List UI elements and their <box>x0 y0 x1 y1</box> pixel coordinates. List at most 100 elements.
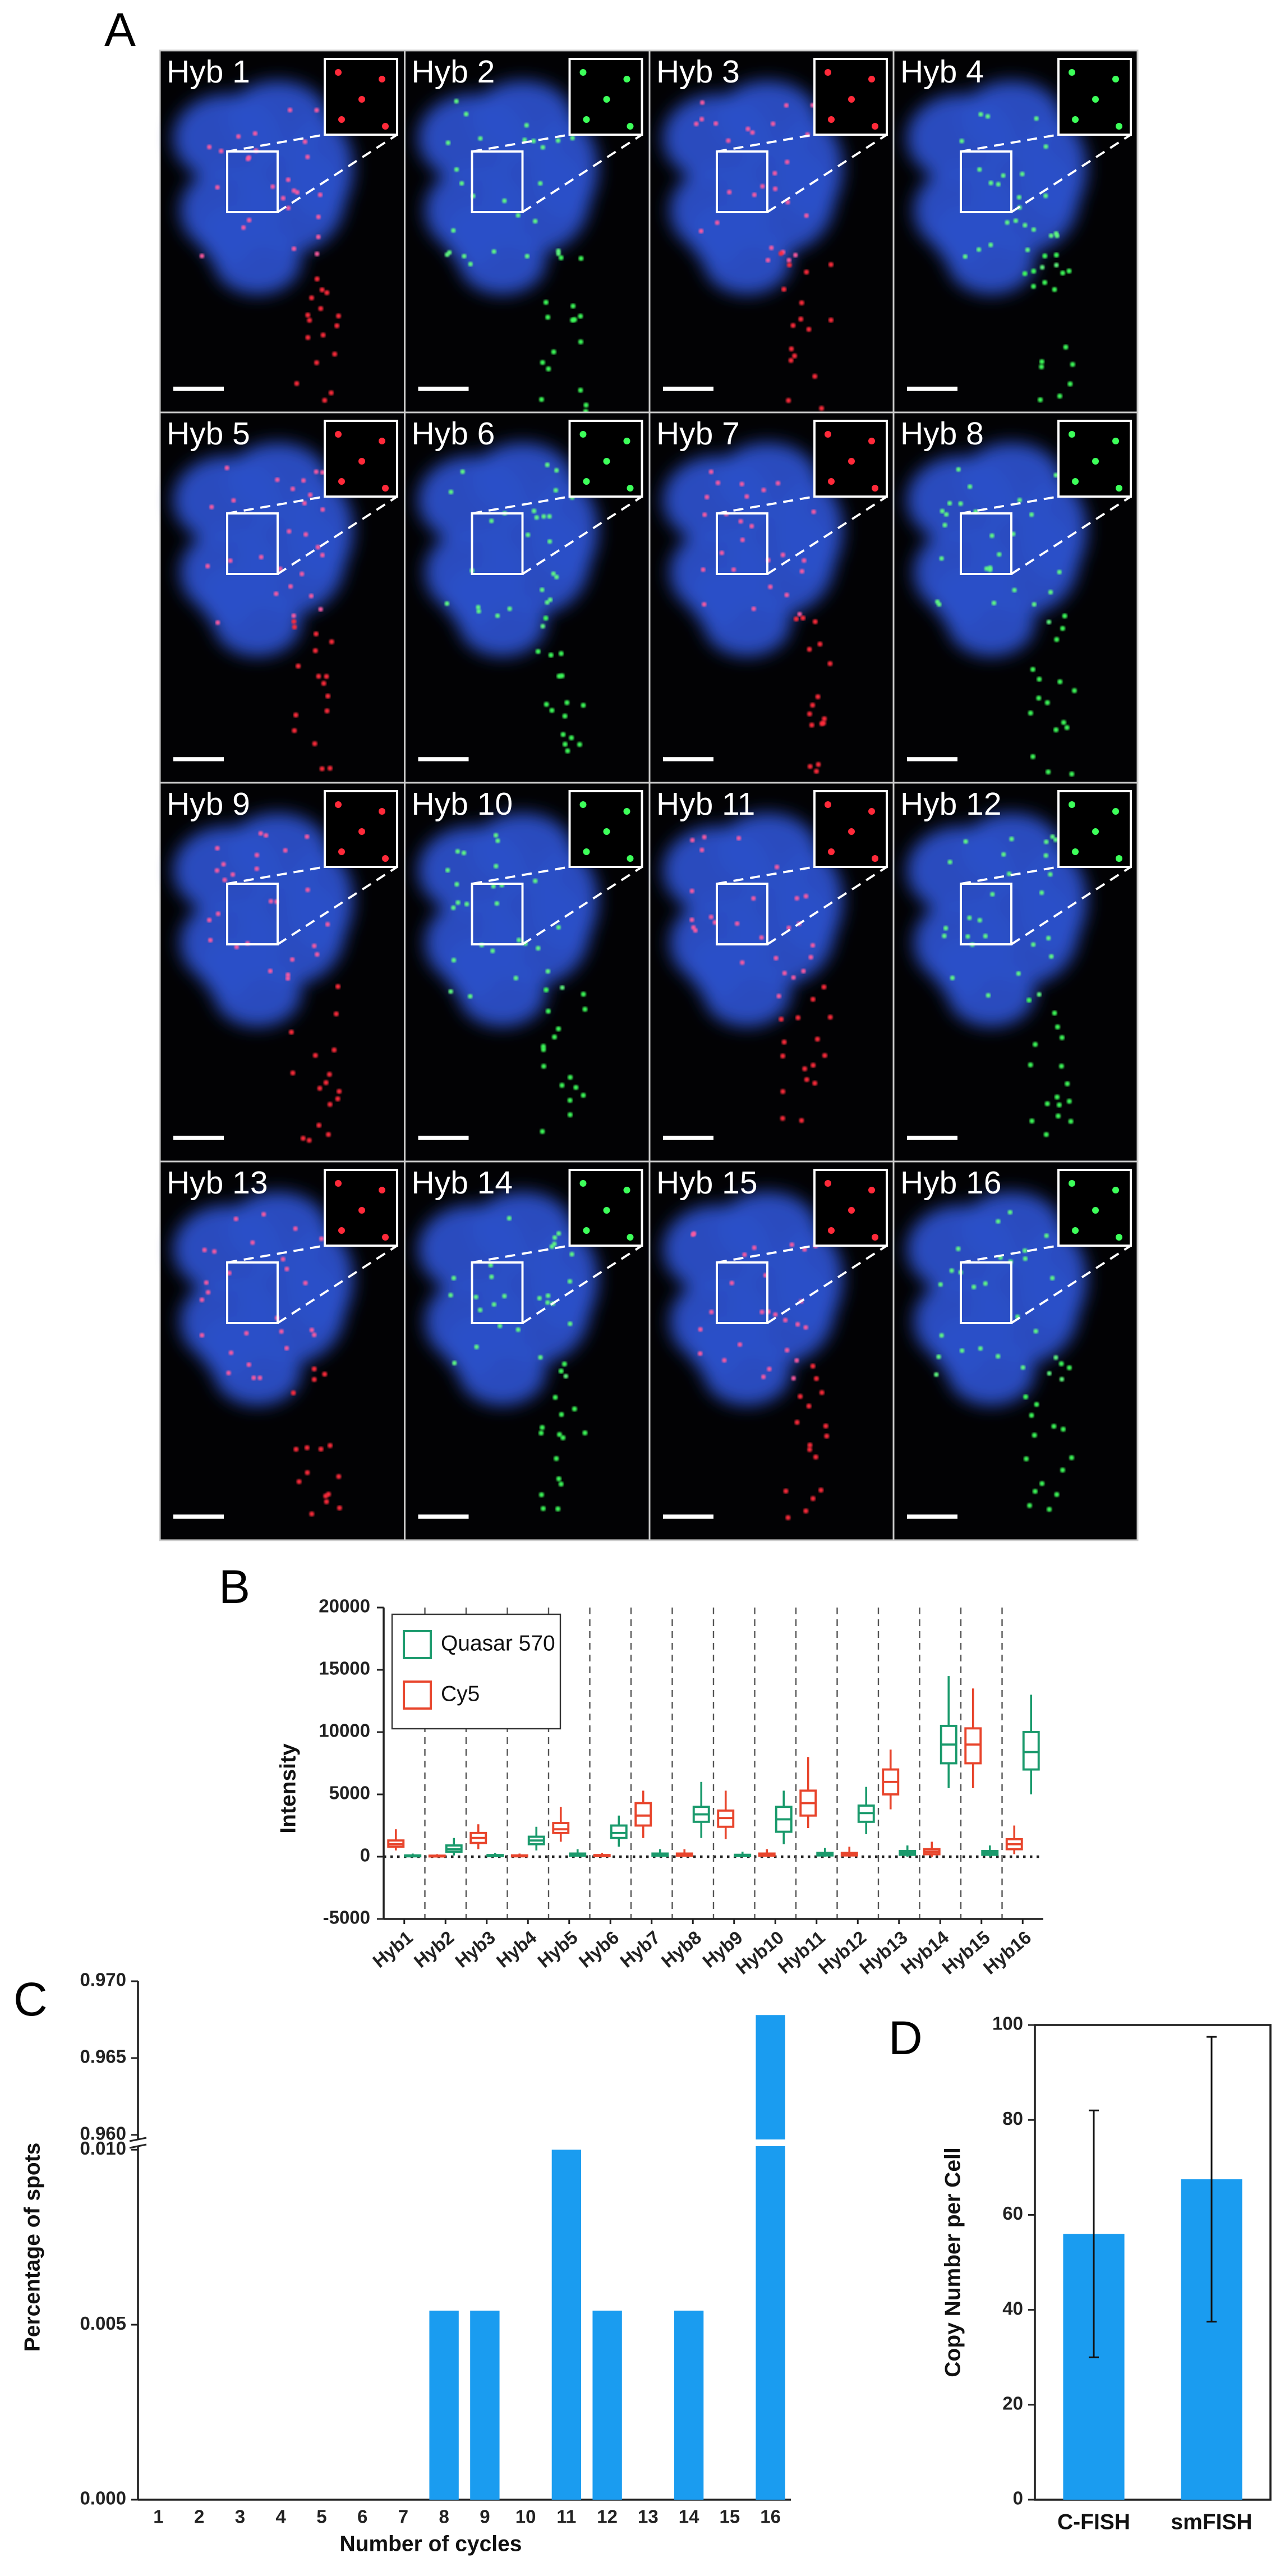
axis-break <box>129 2137 147 2142</box>
spot <box>1027 1503 1033 1508</box>
nucleus <box>906 1191 1087 1406</box>
nucleus <box>173 812 353 1027</box>
spot <box>780 1115 785 1121</box>
spot <box>448 489 454 495</box>
spot <box>324 290 330 296</box>
inset-spot <box>868 807 875 815</box>
zoom-line <box>522 1245 643 1324</box>
spot <box>309 593 314 599</box>
spot <box>785 200 790 205</box>
spot <box>206 917 212 922</box>
spot <box>319 1236 324 1241</box>
micrograph: Hyb 7 <box>648 411 895 784</box>
inset-spot <box>583 848 590 855</box>
spot <box>793 252 798 258</box>
zoom-box <box>471 883 524 945</box>
spot <box>799 1118 804 1123</box>
spot <box>290 1070 296 1076</box>
micrograph: Hyb 2 <box>403 49 651 414</box>
spot <box>1009 837 1014 842</box>
spot <box>305 834 310 839</box>
spot <box>737 1342 743 1347</box>
spot <box>547 514 552 519</box>
spot <box>545 968 550 974</box>
inset-spot <box>579 1179 587 1187</box>
spot <box>337 1089 342 1094</box>
spot <box>336 1473 342 1479</box>
spot <box>1030 667 1035 672</box>
nucleus-lobe <box>200 1316 254 1377</box>
spot <box>325 922 330 927</box>
spot <box>1052 1010 1057 1016</box>
inset-spot <box>824 801 831 808</box>
spot <box>303 1280 308 1285</box>
spot <box>578 339 583 345</box>
spot <box>570 303 576 309</box>
nucleus-lobe <box>200 567 254 628</box>
spot <box>795 1322 800 1327</box>
spot <box>222 878 227 883</box>
spot <box>491 884 496 889</box>
spot <box>782 1317 788 1323</box>
y-tick-label: 0 <box>360 1845 370 1866</box>
spot <box>806 327 812 332</box>
spot <box>1069 1455 1074 1461</box>
spot <box>963 839 968 844</box>
spot <box>1028 710 1033 716</box>
y-tick-label: 100 <box>992 2013 1023 2034</box>
spot <box>767 1366 772 1372</box>
nucleus-lobe <box>445 937 499 998</box>
spot <box>502 1293 507 1299</box>
spot <box>570 135 575 141</box>
spot <box>214 868 220 873</box>
inset-spot <box>627 1233 634 1241</box>
spot <box>314 108 319 113</box>
spot <box>541 514 546 519</box>
spot <box>774 865 780 870</box>
inset-spot <box>871 855 878 862</box>
spot <box>1063 345 1069 350</box>
legend-swatch <box>403 1680 432 1710</box>
inset-spot <box>381 1233 389 1241</box>
spot <box>752 192 757 198</box>
spot <box>1064 725 1070 731</box>
spot <box>1039 265 1045 270</box>
zoom-line <box>522 866 643 945</box>
inset-spot <box>848 1206 855 1214</box>
spot <box>336 313 342 319</box>
spot <box>312 943 317 949</box>
spot <box>769 245 774 250</box>
spot <box>582 1007 588 1012</box>
spot <box>268 899 274 904</box>
spot <box>713 121 719 126</box>
spot <box>215 620 220 625</box>
inset-spot <box>871 123 878 130</box>
spot <box>302 500 307 506</box>
spot <box>806 1403 812 1409</box>
spot <box>490 948 495 953</box>
inset-spot <box>334 801 342 808</box>
spot <box>491 1302 496 1307</box>
spot <box>473 1294 478 1300</box>
spot <box>1057 570 1062 575</box>
spot <box>307 318 312 323</box>
x-tick-label: 9 <box>480 2506 490 2527</box>
nucleus-lobe <box>531 118 598 219</box>
spot <box>291 613 296 618</box>
spot <box>1044 839 1049 844</box>
spot <box>690 1232 696 1237</box>
spot <box>750 130 755 135</box>
spot <box>942 522 947 528</box>
spot <box>816 761 821 767</box>
spot <box>809 722 814 728</box>
spot <box>536 945 541 951</box>
inset-spot <box>1092 96 1099 103</box>
spot <box>226 1370 231 1376</box>
spot <box>544 987 549 993</box>
spot <box>807 764 813 769</box>
spot <box>325 694 331 699</box>
zoom-line <box>1010 1245 1132 1324</box>
spot <box>287 529 292 534</box>
inset-spot <box>378 76 385 83</box>
spot <box>1055 1024 1060 1030</box>
